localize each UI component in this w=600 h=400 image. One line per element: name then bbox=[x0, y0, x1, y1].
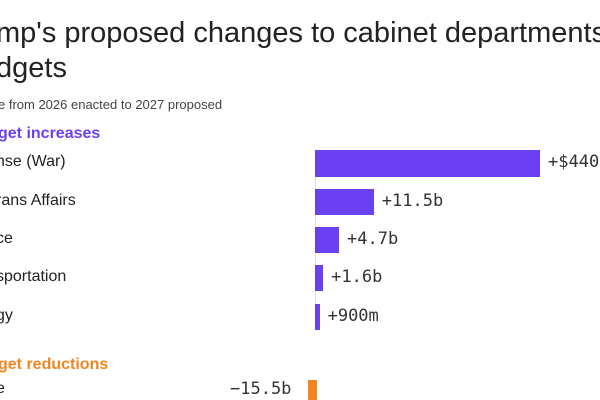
data-label: +900m bbox=[327, 306, 379, 326]
chart-subtitle: e from 2026 enacted to 2027 proposed bbox=[0, 97, 223, 112]
bar bbox=[315, 265, 324, 291]
data-label: +11.5b bbox=[381, 191, 444, 211]
row-label: rans Affairs bbox=[0, 192, 76, 209]
section-label-reductions: get reductions bbox=[0, 356, 109, 373]
row-label: sportation bbox=[0, 268, 67, 285]
section-label-increases: get increases bbox=[0, 125, 101, 142]
data-label: +$440 bbox=[548, 152, 600, 172]
bar bbox=[308, 380, 317, 400]
data-label: −15.5b bbox=[230, 379, 292, 399]
row-label: ce bbox=[0, 230, 13, 247]
data-label: +1.6b bbox=[331, 267, 383, 287]
bar bbox=[315, 304, 320, 330]
bar bbox=[315, 227, 340, 253]
row-label: e bbox=[0, 380, 5, 397]
chart-title-line-2: dgets bbox=[0, 52, 67, 84]
row-label: gy bbox=[0, 307, 13, 324]
row-label: nse (War) bbox=[0, 153, 66, 170]
chart-title-line-1: mp's proposed changes to cabinet departm… bbox=[0, 17, 600, 49]
bar bbox=[315, 149, 540, 177]
data-label: +4.7b bbox=[347, 229, 399, 249]
bar bbox=[315, 189, 374, 215]
